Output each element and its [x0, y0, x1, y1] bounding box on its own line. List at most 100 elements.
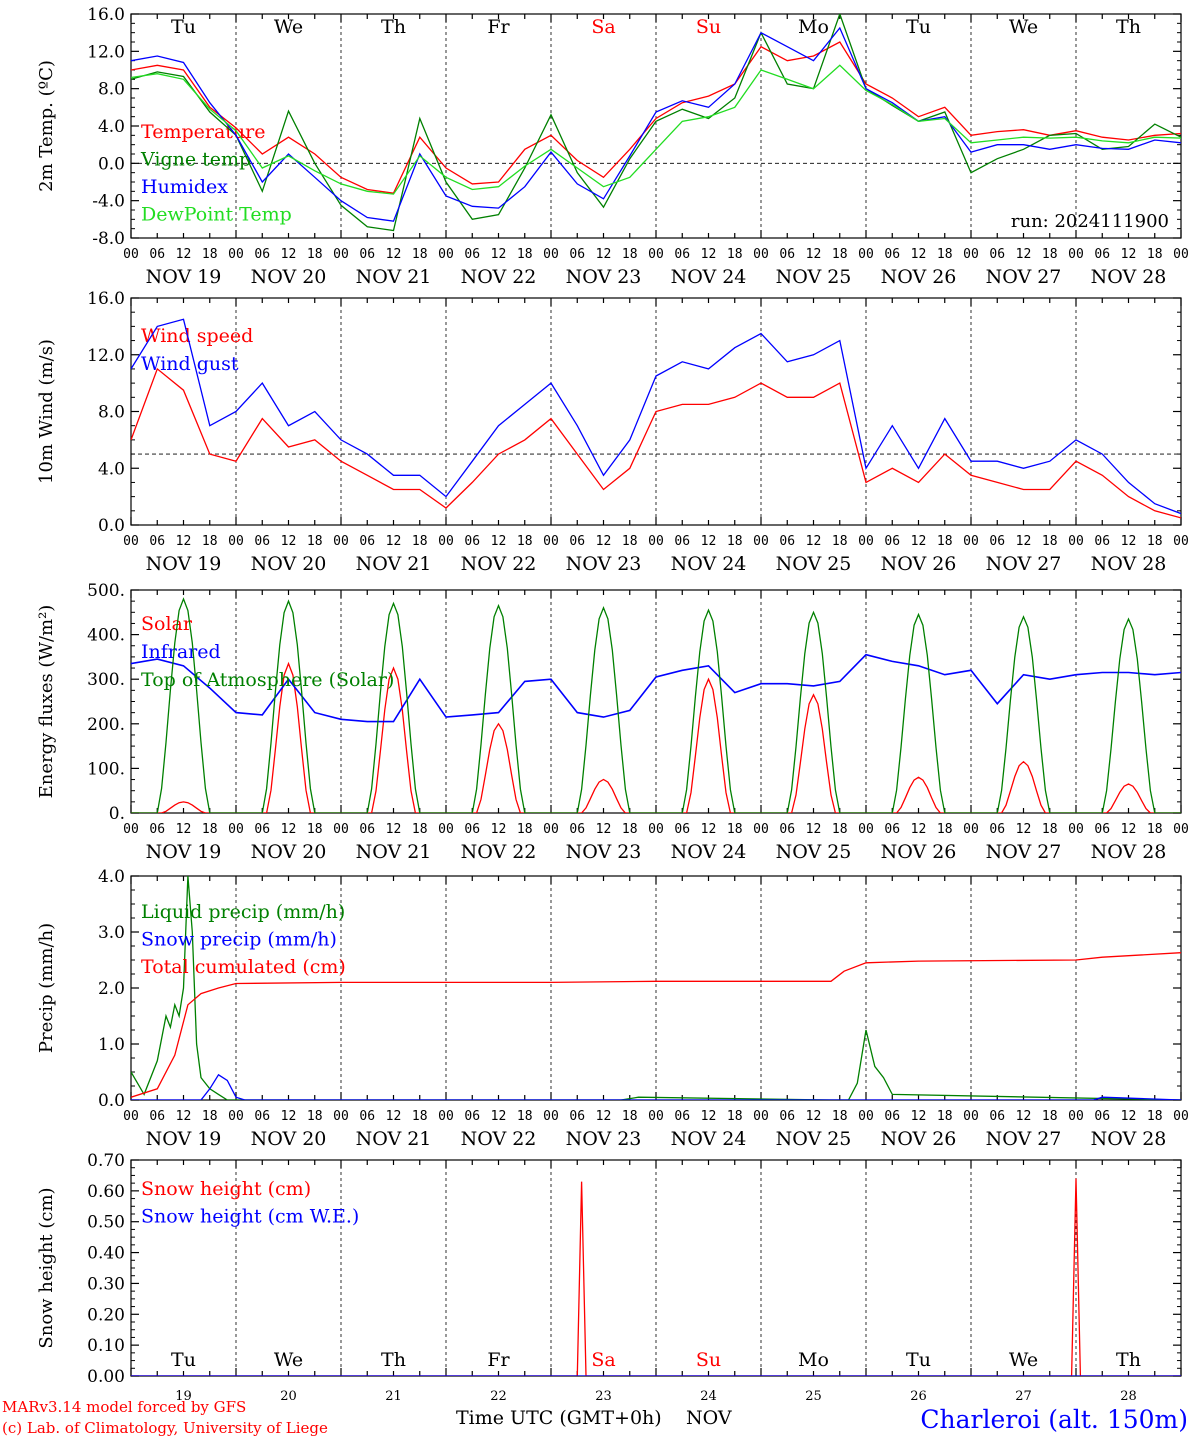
x-hour-label: 18: [412, 534, 428, 549]
x-hour-label: 12: [596, 534, 612, 549]
x-day-number: 21: [385, 1389, 402, 1404]
x-hour-label: 12: [596, 1109, 612, 1124]
x-hour-label: 00: [963, 1109, 979, 1124]
x-hour-label: 06: [779, 247, 795, 262]
weekday-label: Tu: [171, 16, 196, 38]
x-hour-label: 12: [596, 822, 612, 837]
x-axis-label: Time UTC (GMT+0h): [456, 1407, 662, 1429]
x-hour-label: 12: [596, 247, 612, 262]
legend-entry: Solar: [141, 613, 193, 635]
legend-entry: Snow precip (mm/h): [141, 929, 337, 951]
x-hour-label: 12: [176, 247, 192, 262]
x-hour-label: 00: [543, 1109, 559, 1124]
y-tick-label: 0.20: [87, 1305, 125, 1325]
x-hour-label: 00: [858, 822, 874, 837]
x-hour-label: 00: [1068, 1109, 1084, 1124]
x-hour-label: 00: [1173, 534, 1189, 549]
x-hour-label: 06: [1094, 822, 1110, 837]
x-hour-label: 06: [149, 1109, 165, 1124]
x-hour-label: 06: [149, 534, 165, 549]
series-line-1: [131, 876, 1181, 1100]
x-hour-label: 18: [1147, 534, 1163, 549]
x-hour-label: 12: [701, 247, 717, 262]
x-date-label: NOV 24: [671, 553, 747, 575]
legend-entry: DewPoint Temp: [141, 204, 292, 226]
x-hour-label: 18: [727, 822, 743, 837]
x-date-label: NOV 24: [671, 1128, 747, 1150]
weekday-label: We: [274, 16, 303, 38]
x-hour-label: 18: [727, 534, 743, 549]
y-tick-label: 0.0: [98, 1091, 125, 1111]
weekday-label: Mo: [798, 16, 829, 38]
panel-3: 0. 100. 200. 300. 400. 500. Energy fluxes (W/m…: [36, 581, 1189, 863]
x-hour-label: 12: [386, 822, 402, 837]
x-hour-label: 12: [491, 822, 507, 837]
legend-entry: Total cumulated (cm): [141, 956, 346, 978]
legend-entry: Temperature: [141, 121, 265, 143]
x-date-label: NOV 28: [1091, 553, 1167, 575]
x-hour-label: 12: [176, 822, 192, 837]
weekday-label: Tu: [906, 1349, 931, 1371]
y-tick-label: 16.0: [87, 5, 125, 25]
x-date-label: NOV 28: [1091, 841, 1167, 863]
x-hour-label: 00: [858, 247, 874, 262]
x-hour-label: 06: [464, 822, 480, 837]
x-hour-label: 00: [333, 822, 349, 837]
x-hour-label: 18: [307, 534, 323, 549]
x-hour-label: 00: [228, 1109, 244, 1124]
x-hour-label: 12: [806, 1109, 822, 1124]
x-hour-label: 00: [123, 822, 139, 837]
x-hour-label: 18: [1147, 247, 1163, 262]
x-hour-label: 12: [806, 822, 822, 837]
x-hour-label: 06: [674, 1109, 690, 1124]
x-hour-label: 06: [254, 534, 270, 549]
x-hour-label: 06: [254, 1109, 270, 1124]
y-axis-label: 10m Wind (m/s): [36, 339, 57, 484]
x-hour-label: 06: [569, 822, 585, 837]
weekday-label: Th: [1116, 16, 1141, 38]
x-hour-label: 18: [307, 1109, 323, 1124]
x-hour-label: 06: [779, 534, 795, 549]
x-hour-label: 12: [911, 247, 927, 262]
x-hour-label: 06: [1094, 1109, 1110, 1124]
x-hour-label: 12: [281, 822, 297, 837]
x-date-label: NOV 26: [881, 841, 957, 863]
x-hour-label: 18: [517, 822, 533, 837]
weekday-label: Fr: [487, 1349, 510, 1371]
x-date-label: NOV 20: [251, 841, 327, 863]
x-date-label: NOV 19: [146, 841, 222, 863]
weekday-label: Mo: [798, 1349, 829, 1371]
x-hour-label: 12: [806, 247, 822, 262]
y-tick-label: 1.0: [98, 1035, 125, 1055]
series-line-2: [131, 14, 1181, 232]
x-hour-label: 12: [386, 534, 402, 549]
x-hour-label: 18: [1042, 1109, 1058, 1124]
x-hour-label: 00: [1173, 247, 1189, 262]
x-date-label: NOV 19: [146, 266, 222, 288]
x-date-label: NOV 22: [461, 841, 537, 863]
legend-entry: Top of Atmosphere (Solar): [141, 669, 394, 691]
weekday-label: We: [1009, 16, 1038, 38]
x-day-number: 25: [805, 1389, 822, 1404]
x-hour-label: 06: [884, 1109, 900, 1124]
x-hour-label: 06: [149, 822, 165, 837]
x-axis-unit: NOV: [686, 1407, 732, 1429]
run-label: run: 2024111900: [1011, 211, 1169, 232]
panel-5: 0.00 0.10 0.20 0.30 0.40 0.50 0.60 0.70 Snow hei…: [36, 1151, 1182, 1404]
x-hour-label: 06: [779, 822, 795, 837]
x-hour-label: 12: [491, 247, 507, 262]
x-hour-label: 18: [622, 534, 638, 549]
legend-entry: Vigne temp: [140, 149, 251, 171]
series-line-4: [131, 64, 1181, 195]
x-hour-label: 00: [333, 534, 349, 549]
x-hour-label: 00: [1068, 822, 1084, 837]
x-date-label: NOV 27: [986, 841, 1062, 863]
x-day-number: 19: [175, 1389, 192, 1404]
legend-entry: Wind speed: [141, 325, 253, 347]
x-hour-label: 12: [1016, 534, 1032, 549]
x-day-number: 23: [595, 1389, 612, 1404]
legend-entry: Infrared: [141, 641, 221, 663]
y-tick-label: 0.00: [87, 1367, 125, 1387]
x-hour-label: 18: [727, 247, 743, 262]
x-hour-label: 06: [464, 1109, 480, 1124]
